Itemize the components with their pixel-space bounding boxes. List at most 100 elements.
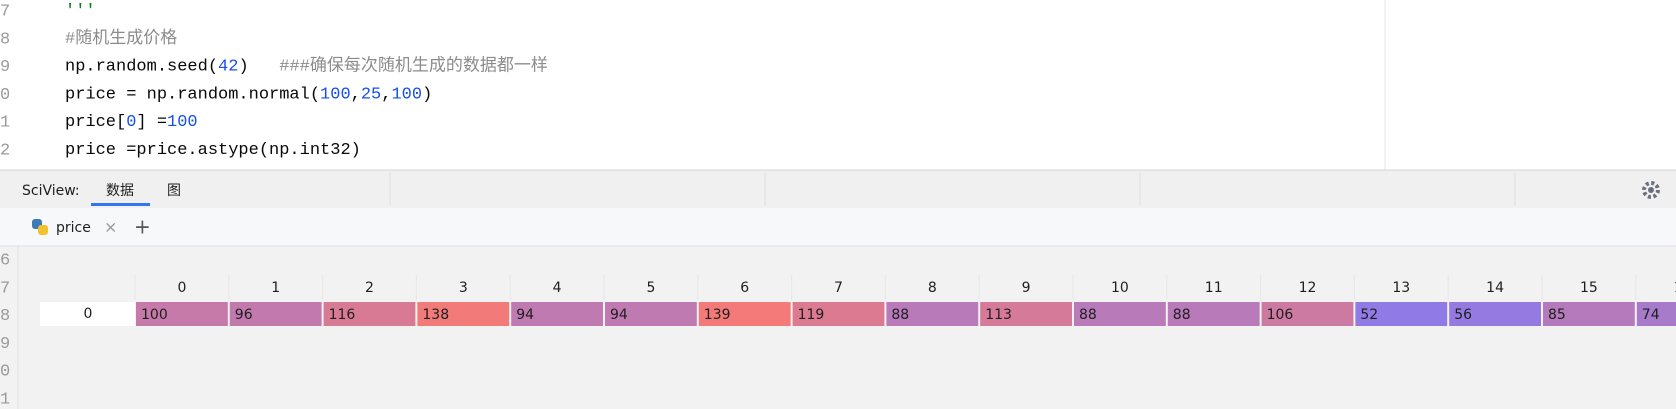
cell-value: 116 [329, 307, 356, 323]
line-number: 9 [0, 335, 10, 354]
column-header: 2 [365, 280, 374, 296]
cell-value: 94 [610, 307, 628, 323]
code-token: , [351, 86, 361, 105]
settings-icon[interactable] [1642, 181, 1660, 199]
code-line: price = np.random.normal(100,25,100) [65, 86, 432, 105]
cell-value: 88 [1173, 307, 1191, 323]
cell [980, 302, 1072, 326]
file-tab[interactable]: price [56, 220, 91, 236]
cell [511, 302, 603, 326]
code-token: 25 [361, 86, 381, 105]
column-header: 7 [834, 280, 843, 296]
tab[interactable]: 数据 [106, 183, 134, 199]
column-header: 1 [271, 280, 280, 296]
code-line: price =price.astype(np.int32) [65, 141, 361, 160]
cell [136, 302, 228, 326]
line-number: 1 [0, 390, 10, 409]
cell [1636, 302, 1676, 326]
code-token: , [381, 86, 391, 105]
cell [1355, 302, 1448, 326]
column-header: 16 [1674, 280, 1676, 296]
column-header: 8 [928, 280, 937, 296]
column-header: 6 [740, 280, 749, 296]
file-tab-bar [0, 208, 1676, 246]
cell [886, 302, 979, 326]
code-token: 100 [320, 86, 351, 105]
column-header: 9 [1022, 280, 1031, 296]
cell [1074, 302, 1166, 326]
cell-value: 52 [1360, 307, 1378, 323]
tab[interactable]: 图 [167, 183, 181, 199]
code-line: np.random.seed(42) ###确保每次随机生成的数据都一样 [65, 56, 548, 77]
code-token: ''' [65, 2, 96, 21]
column-header: 10 [1111, 280, 1129, 296]
cell [1261, 302, 1354, 326]
code-token: ) [238, 58, 279, 77]
column-header: 13 [1392, 280, 1410, 296]
python-icon [32, 219, 48, 235]
code-line: #随机生成价格 [65, 28, 177, 49]
cell-value: 119 [798, 307, 825, 323]
column-header: 11 [1205, 280, 1223, 296]
line-number: 8 [0, 30, 10, 49]
cell [417, 302, 510, 326]
cell [792, 302, 885, 326]
code-token: price =price.astype(np.int32) [65, 141, 361, 160]
code-token: 100 [167, 114, 198, 133]
cell-value: 56 [1454, 307, 1472, 323]
code-token: #随机生成价格 [65, 28, 177, 49]
cell-value: 113 [985, 307, 1012, 323]
column-header: 12 [1299, 280, 1317, 296]
icon-part [38, 225, 48, 235]
column-header: 15 [1580, 280, 1598, 296]
line-number: 0 [0, 86, 10, 105]
sciview-label: SciView: [22, 183, 80, 199]
code-token: np.random.seed( [65, 58, 218, 77]
cell-value: 74 [1642, 307, 1660, 323]
add-button[interactable]: + [134, 215, 151, 239]
gear [1642, 181, 1660, 199]
cell [1449, 302, 1541, 326]
cell-value: 138 [422, 307, 449, 323]
code-token: price[ [65, 114, 126, 133]
cell [698, 302, 791, 326]
cell-value: 100 [141, 307, 168, 323]
code-line: ''' [65, 2, 96, 21]
cell-value: 139 [704, 307, 731, 323]
code-token: 42 [218, 58, 238, 77]
line-number: 2 [0, 141, 10, 160]
cell-value: 88 [1079, 307, 1097, 323]
cell [323, 302, 416, 326]
line-number: 7 [0, 2, 10, 21]
line-number: 7 [0, 279, 10, 298]
code-token: ) [422, 86, 432, 105]
row-bg [40, 302, 135, 326]
column-header: 3 [459, 280, 468, 296]
cell [1543, 302, 1635, 326]
cell-value: 96 [235, 307, 253, 323]
editor-bg [0, 0, 1676, 170]
table-area [0, 246, 1676, 409]
code-token: 0 [126, 114, 136, 133]
cell [229, 302, 322, 326]
sciview-bar [0, 170, 1676, 208]
cell-value: 85 [1548, 307, 1566, 323]
code-line: price[0] =100 [65, 114, 198, 133]
column-header: 14 [1486, 280, 1504, 296]
column-header: 0 [177, 280, 186, 296]
cell-value: 106 [1267, 307, 1294, 323]
close-button[interactable]: × [104, 218, 117, 237]
cell-value: 94 [516, 307, 534, 323]
code-token: price = np.random.normal( [65, 86, 320, 105]
line-number: 1 [0, 114, 10, 133]
line-number: 8 [0, 307, 10, 326]
line-number: 6 [0, 251, 10, 270]
column-header: 4 [553, 280, 562, 296]
code-token: 100 [391, 86, 422, 105]
active-tab-underline [91, 203, 150, 206]
column-header: 5 [646, 280, 655, 296]
line-number: 0 [0, 363, 10, 382]
row-index: 0 [84, 306, 93, 322]
code-token: ###确保每次随机生成的数据都一样 [279, 56, 548, 77]
